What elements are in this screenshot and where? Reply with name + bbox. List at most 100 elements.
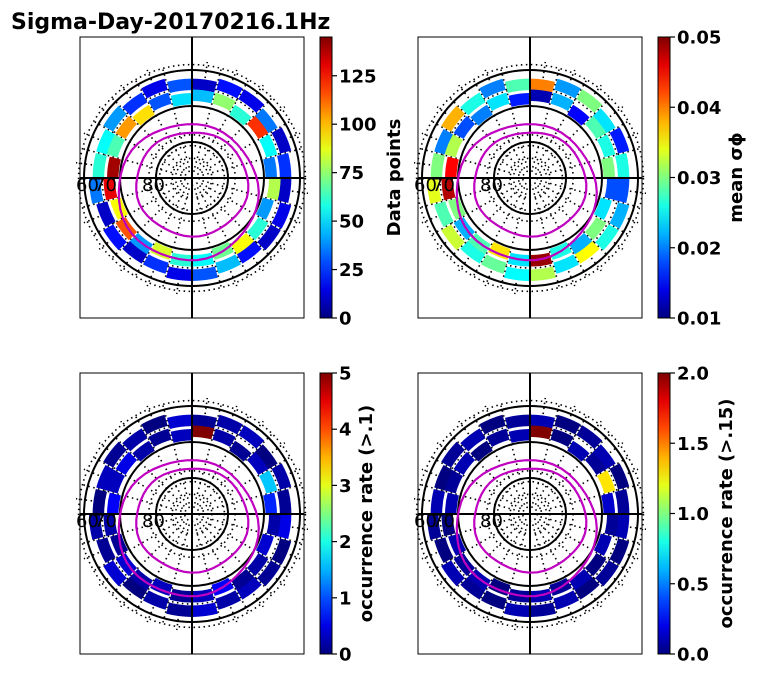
data-cell [96,537,116,564]
data-cell [229,440,252,462]
data-cell [255,533,274,556]
data-cell [569,232,593,255]
data-cell [277,514,292,539]
data-cell [584,217,607,241]
data-cell [192,78,217,93]
colorbar-tick-label: 0.01 [677,309,721,330]
data-cell [229,104,252,126]
data-cell [584,451,607,475]
data-cell [192,602,218,617]
data-cell [434,464,454,491]
dotted-circle [415,399,645,629]
data-cell [609,463,630,490]
data-cell [246,553,269,577]
data-cell [115,115,138,139]
data-cell [254,444,278,470]
data-cell [609,538,630,565]
oval-equatorward [117,459,260,598]
data-cell [254,108,278,134]
oval-equatorward [455,123,598,262]
data-cell [530,89,553,104]
latitude-label: 60 [414,175,437,196]
latitude-label: 60 [76,175,99,196]
data-cell [141,414,168,435]
data-cell [441,514,456,537]
data-cell [231,232,255,255]
data-cell [167,78,192,93]
data-cell [89,178,104,204]
data-cell [106,134,125,158]
data-cell [530,266,556,281]
data-cell [92,489,107,514]
data-cell [170,429,192,443]
oval-poleward [473,131,588,238]
colorbar-tick-label: 0.05 [677,28,721,49]
dotted-circle [77,399,307,629]
colorbar-label: mean σϕ [726,132,747,223]
data-cell [567,104,590,126]
colorbar-tick-label: 100 [339,115,377,136]
auroral-oval-boundaries [117,123,260,262]
data-cell [216,78,243,99]
data-cell [103,178,118,201]
data-cell [609,202,630,229]
data-cell [441,560,465,587]
data-cell [96,201,116,228]
data-cell [141,78,168,99]
data-cell [453,451,476,475]
data-cell [103,514,118,537]
data-cell [277,153,292,178]
data-cell [615,153,630,178]
data-cell [479,78,506,99]
data-cell [576,89,603,113]
colorbar [657,36,671,319]
data-cell [192,425,215,440]
data-cell [132,440,155,462]
data-cell [166,266,192,281]
data-cell [132,104,155,126]
data-cell [460,92,486,116]
data-cell [103,105,127,132]
data-cell [601,156,615,178]
latitude-label: 70 [432,511,455,532]
data-cell [470,440,493,462]
data-cell [259,134,278,158]
data-cell [166,602,192,617]
data-cell [445,156,459,178]
data-cell [277,178,292,203]
data-cell [448,197,467,220]
data-cell [266,514,281,537]
data-cell [615,178,630,203]
data-cells [89,414,292,617]
data-cell [257,224,281,251]
latitude-label: 60 [76,511,99,532]
data-cell [480,254,507,274]
data-cell [453,115,476,139]
data-cell [122,92,148,116]
data-cell [434,201,454,228]
data-cell [212,428,236,447]
colorbar-tick-label: 25 [339,260,364,281]
data-cell [255,197,274,220]
latitude-label: 70 [94,511,117,532]
data-cell [103,560,127,587]
colorbar [319,36,333,319]
data-cell [604,514,619,537]
data-cell [122,240,148,264]
data-cell [92,153,107,178]
data-cell [427,514,442,540]
data-cell [569,568,593,591]
data-cell [96,128,116,155]
colorbar-tick-label: 50 [339,212,364,233]
data-cell [550,428,574,447]
data-cell [110,197,129,220]
data-cell [460,576,486,600]
colorbar-tick-label: 2.0 [677,364,709,385]
oval-equatorward [117,123,260,262]
colorbar-tick-label: 1.5 [677,434,709,455]
data-cell [593,197,612,220]
data-cell [460,240,486,264]
data-cell [263,492,277,514]
data-cell [595,560,619,587]
